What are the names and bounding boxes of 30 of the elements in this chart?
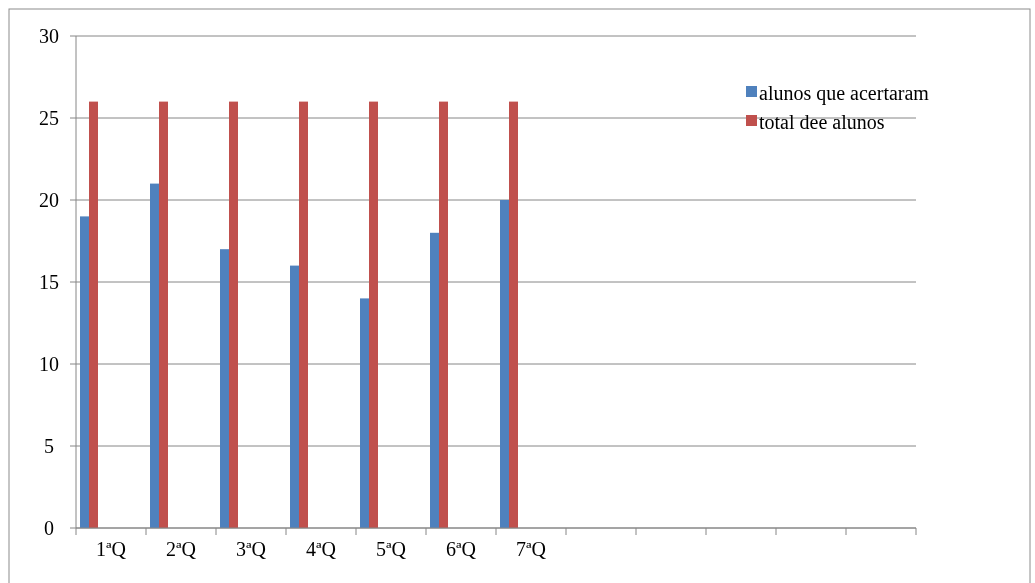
bar [500,200,509,528]
x-tick-label: 5ªQ [376,538,407,560]
y-tick-label: 25 [39,107,59,129]
legend-label: total dee alunos [759,111,885,133]
bar [229,101,238,528]
bar [290,265,299,528]
y-tick-label: 30 [39,25,59,47]
x-tick-label: 4ªQ [306,538,337,560]
y-tick-label: 10 [39,353,59,375]
bar [509,101,518,528]
bar [150,183,159,528]
bar [439,101,448,528]
x-tick-label: 3ªQ [236,538,267,560]
bar [159,101,168,528]
bar [299,101,308,528]
bar [80,216,89,528]
bar [369,101,378,528]
legend-label: alunos que acertaram [759,82,930,105]
y-tick-label: 15 [39,271,59,293]
y-tick-label: 0 [44,517,54,539]
x-tick-label: 1ªQ [96,538,127,560]
bar [430,232,439,528]
x-tick-label: 6ªQ [446,538,477,560]
y-tick-label: 20 [39,189,59,211]
bar [220,249,229,528]
x-tick-label: 7ªQ [516,538,547,560]
x-tick-label: 2ªQ [166,538,197,560]
bar [89,101,98,528]
bar [360,298,369,528]
y-tick-label: 5 [44,435,54,457]
